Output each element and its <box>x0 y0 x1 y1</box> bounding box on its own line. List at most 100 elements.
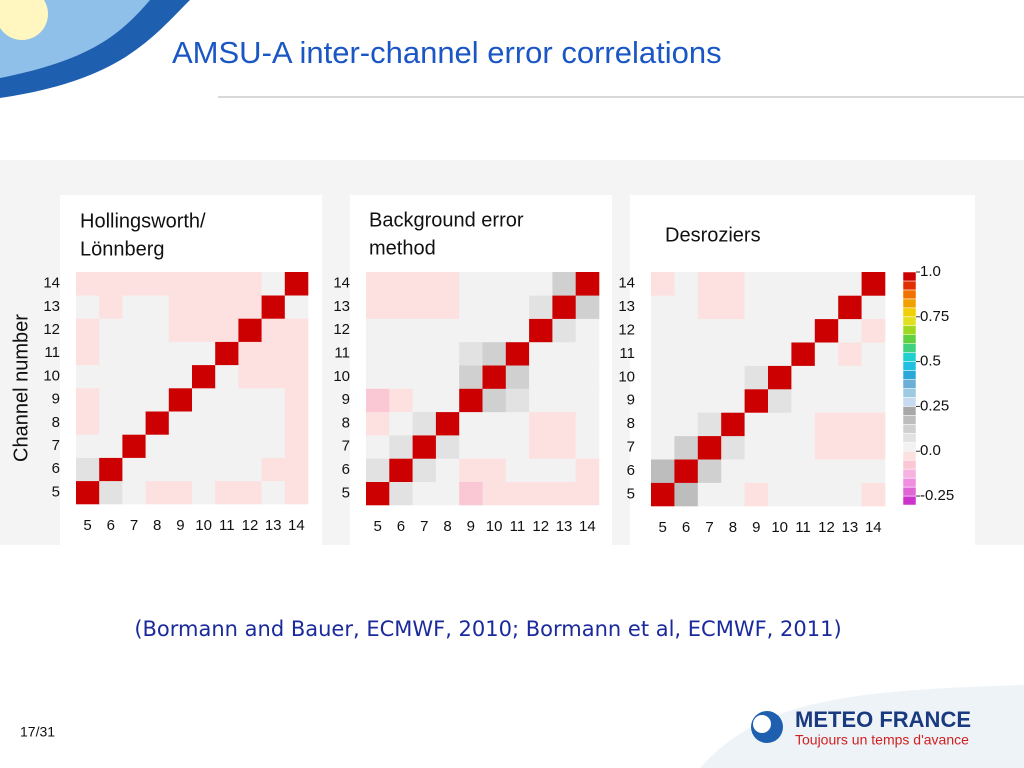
heatmap-cell <box>412 365 437 389</box>
heatmap-cell <box>814 459 839 483</box>
heatmap-cell <box>261 480 286 505</box>
x-tick-label: 13 <box>556 518 573 535</box>
colorbar-swatch <box>902 459 917 470</box>
heatmap-cell <box>744 318 769 343</box>
heatmap-cell <box>284 272 309 296</box>
heatmap-cell <box>552 318 576 343</box>
heatmap-cell <box>215 364 239 389</box>
heatmap-cell <box>838 272 862 296</box>
x-tick-label: 7 <box>420 518 428 535</box>
heatmap-cell <box>861 482 886 507</box>
y-tick-label: 7 <box>52 437 60 454</box>
heatmap-cell <box>482 411 507 436</box>
heatmap-cell <box>575 411 600 436</box>
heatmap-cell <box>238 388 262 412</box>
heatmap-cell <box>145 434 170 458</box>
heatmap-cell <box>192 480 216 505</box>
x-tick-label: 14 <box>288 517 305 534</box>
y-tick-label: 7 <box>342 438 350 455</box>
x-tick-label: 8 <box>443 518 451 535</box>
heatmap-cell <box>145 480 170 505</box>
heatmap-cell <box>814 295 839 320</box>
heatmap-cell <box>145 272 170 296</box>
heatmap-cell <box>238 411 262 435</box>
heatmap-cell <box>284 388 309 412</box>
heatmap-cell <box>482 458 507 482</box>
y-tick-label: 11 <box>334 345 350 362</box>
heatmap-cell <box>791 342 816 366</box>
heatmap-cell <box>261 388 286 412</box>
heatmap-cell <box>651 435 675 460</box>
heatmap-cell <box>389 388 413 413</box>
x-tick-label: 12 <box>532 518 549 535</box>
x-tick-label: 13 <box>842 519 859 536</box>
y-tick-label: 14 <box>618 275 635 292</box>
heatmap-cell <box>76 272 100 296</box>
heatmap-cell <box>744 482 769 507</box>
heatmap-cell <box>744 412 769 437</box>
y-tick-label: 13 <box>618 298 635 315</box>
heatmap-cell <box>459 388 483 413</box>
colorbar-swatch <box>902 370 917 380</box>
heatmap-cell <box>412 435 437 459</box>
y-tick-label: 10 <box>618 368 635 385</box>
heatmap-cell <box>505 318 530 343</box>
y-axis-label: Channel number <box>10 314 32 462</box>
heatmap-cell <box>861 342 886 366</box>
heatmap-cell <box>435 341 460 366</box>
page-number: 17/31 <box>20 724 55 740</box>
heatmap-cell <box>791 365 816 390</box>
heatmap-cell <box>459 341 483 366</box>
logo-tagline: Toujours un temps d'avance <box>795 732 969 748</box>
colorbar-swatch <box>902 352 917 362</box>
heatmap-cell <box>99 388 123 412</box>
colorbar-swatch <box>902 361 917 371</box>
heatmap-cell <box>791 389 816 413</box>
heatmap-cell <box>505 411 530 436</box>
y-tick-label: 12 <box>43 321 60 338</box>
heatmap-cell <box>366 365 390 389</box>
x-tick-label: 6 <box>397 518 405 535</box>
heatmap-cell <box>697 342 722 366</box>
heatmap-cell <box>412 272 437 296</box>
heatmap-cell <box>168 480 193 505</box>
colorbar-tick-label: 1.0 <box>920 263 941 280</box>
heatmap-cell <box>192 457 216 482</box>
heatmap-cell <box>366 411 390 436</box>
heatmap-cell <box>459 365 483 389</box>
heatmap-cell <box>122 341 146 366</box>
heatmap-cell <box>215 318 239 342</box>
heatmap-cell <box>284 480 309 505</box>
heatmap-cell <box>122 434 146 458</box>
heatmap-cell <box>122 318 146 342</box>
y-tick-label: 5 <box>342 484 350 501</box>
heatmap-cell <box>76 457 100 482</box>
heatmap-cell <box>215 411 239 435</box>
heatmap-cell <box>651 295 675 320</box>
x-tick-label: 10 <box>771 519 788 536</box>
heatmap-cell <box>791 435 816 460</box>
heatmap-cell <box>697 365 722 390</box>
heatmap-cell <box>697 318 722 343</box>
heatmap-cell <box>215 434 239 458</box>
heatmap-cell <box>459 272 483 296</box>
heatmap-cell <box>861 295 886 320</box>
heatmap-cell <box>791 295 816 320</box>
heatmap-cell <box>552 388 576 413</box>
heatmap-cell <box>99 364 123 389</box>
y-tick-label: 8 <box>627 415 635 432</box>
heatmap-cell <box>76 341 100 366</box>
x-tick-label: 6 <box>682 519 690 536</box>
logo-name: METEO FRANCE <box>795 707 971 732</box>
heatmap-cell <box>552 295 576 319</box>
heatmap-cell <box>261 364 286 389</box>
heatmap-cell <box>366 388 390 413</box>
heatmap-cell <box>861 318 886 343</box>
heatmap-cell <box>192 411 216 435</box>
colorbar-swatch <box>902 406 917 416</box>
x-tick-label: 10 <box>486 518 503 535</box>
sun <box>0 0 48 40</box>
heatmap-cell <box>435 295 460 319</box>
heatmap-cell <box>459 295 483 319</box>
heatmap-cell <box>651 459 675 483</box>
